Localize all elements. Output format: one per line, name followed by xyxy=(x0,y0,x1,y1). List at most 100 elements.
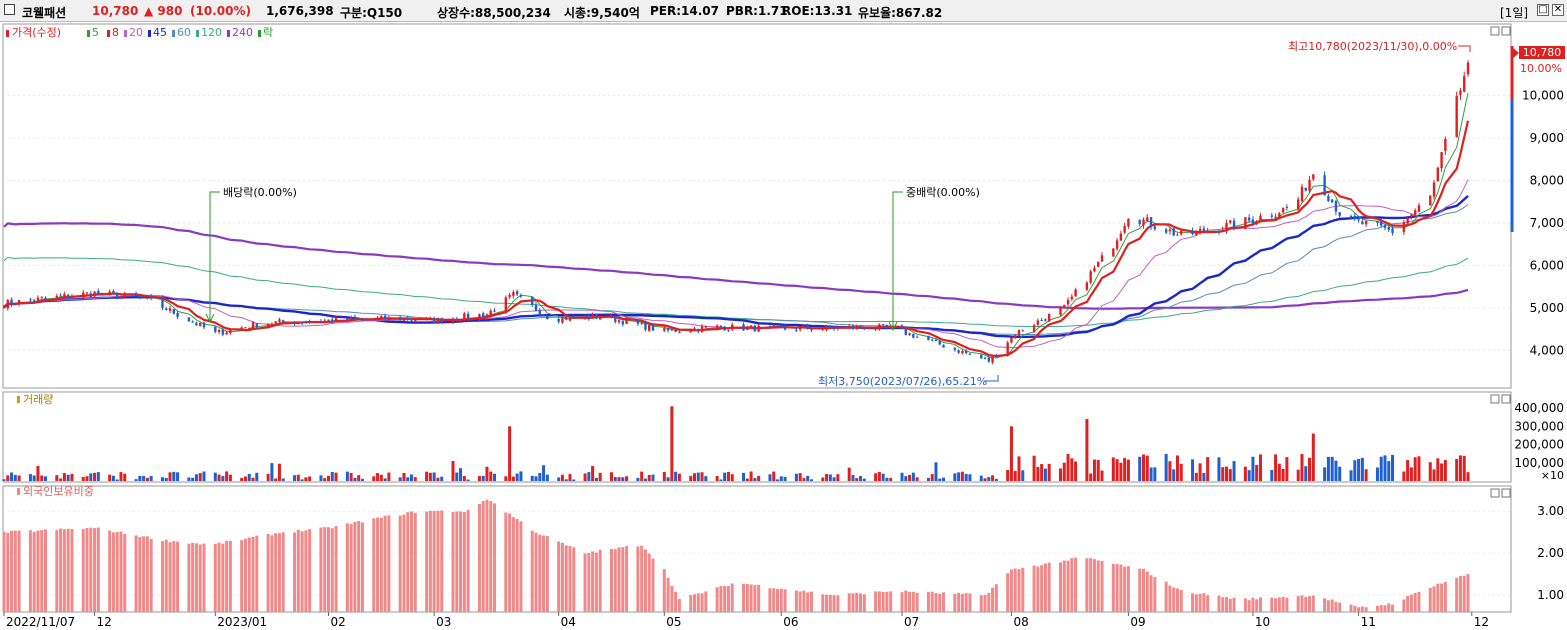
foreign-ratio-bar xyxy=(85,527,89,612)
dividend-label: 배당락(0.00%) xyxy=(223,186,297,199)
foreign-ratio-bar xyxy=(134,535,138,612)
volume-bar xyxy=(96,472,100,481)
foreign-ratio-bar xyxy=(1074,557,1078,612)
foreign-ratio-bar xyxy=(353,521,357,612)
candle-body xyxy=(1361,221,1364,225)
candle-body xyxy=(489,310,492,316)
volume-bar xyxy=(1032,455,1036,481)
foreign-ratio-bar xyxy=(776,589,780,612)
candle-body xyxy=(251,322,255,329)
volume-bar xyxy=(991,475,995,481)
candle-body xyxy=(1323,175,1326,196)
foreign-ratio-bar xyxy=(794,590,798,612)
volume-bar xyxy=(1191,459,1195,481)
foreign-ratio-bar xyxy=(360,522,364,612)
candle-body xyxy=(1270,215,1273,217)
foreign-tick-label: 2.00 xyxy=(1537,546,1564,560)
candle-body xyxy=(568,315,572,321)
foreign-panel-restore-button xyxy=(1490,488,1500,498)
foreign-ratio-bar xyxy=(1175,588,1179,612)
volume-bar xyxy=(1258,454,1262,481)
candle-body xyxy=(63,294,66,297)
foreign-ratio-bar xyxy=(1221,597,1225,612)
candle-body xyxy=(534,304,538,311)
foreign-ratio-bar xyxy=(1432,586,1436,612)
candle-body xyxy=(1312,174,1315,180)
candle-body xyxy=(1406,217,1409,224)
candle-body xyxy=(519,295,523,297)
foreign-ratio-bar xyxy=(753,585,757,612)
volume-bar xyxy=(851,474,855,481)
candle-body xyxy=(689,331,692,333)
candle-body xyxy=(274,321,277,323)
candle-body xyxy=(1455,95,1458,137)
stock-name[interactable]: 코웰패션 xyxy=(22,6,67,20)
volume-bar xyxy=(202,471,206,481)
candle-body xyxy=(1278,213,1281,218)
volume-legend: 거래량 xyxy=(17,393,53,406)
volume-bar xyxy=(1406,460,1410,481)
candle-body xyxy=(1217,231,1221,233)
candle-body xyxy=(176,312,179,317)
volume-bar xyxy=(376,473,380,481)
candle-body xyxy=(836,326,840,329)
stock-checkbox[interactable] xyxy=(4,4,15,15)
candle-body xyxy=(968,353,972,355)
volume-bar xyxy=(334,472,338,481)
foreign-ratio-bar xyxy=(1123,566,1127,612)
volume-bar xyxy=(387,472,391,481)
candle-body xyxy=(406,317,409,320)
candle-body xyxy=(1429,195,1432,206)
candle-body xyxy=(908,333,911,335)
volume-bar xyxy=(217,474,221,481)
volume-bar xyxy=(402,472,406,481)
candle-body xyxy=(825,325,828,330)
foreign-ratio-bar xyxy=(772,588,776,612)
candle-body xyxy=(161,297,164,308)
candle-body xyxy=(331,319,334,323)
legend-ma45: 45 xyxy=(153,26,167,39)
maximize-button[interactable]: □ xyxy=(1537,4,1549,16)
candle-body xyxy=(851,325,855,329)
candle-body xyxy=(187,317,191,322)
foreign-ratio-bar xyxy=(1330,599,1334,612)
foreign-ratio-bar xyxy=(436,510,440,612)
x-tick-label: 06 xyxy=(783,615,798,629)
foreign-ratio-bar xyxy=(519,521,523,612)
candle-body xyxy=(806,325,809,330)
volume-panel-close-button xyxy=(1501,394,1511,404)
volume-bar xyxy=(1311,433,1315,481)
period-selector[interactable]: [1일] xyxy=(1500,6,1529,20)
volume-bar xyxy=(1123,458,1127,481)
volume-bar xyxy=(489,471,493,481)
foreign-ratio-bar xyxy=(1466,574,1470,612)
volume-bar xyxy=(874,473,878,481)
foreign-ratio-bar xyxy=(987,592,991,612)
volume-bar xyxy=(145,477,149,481)
price-tick-label: 6,000 xyxy=(1530,258,1564,272)
volume-bar xyxy=(1428,462,1432,481)
candle-body xyxy=(304,322,308,324)
price-tick-label: 7,000 xyxy=(1530,216,1564,230)
candle-body xyxy=(542,314,545,316)
candle-body xyxy=(1297,199,1300,210)
volume-bar xyxy=(911,472,915,481)
candle-body xyxy=(85,292,89,294)
volume-bar xyxy=(617,477,621,481)
volume-bar xyxy=(138,475,142,481)
candle-body xyxy=(723,326,726,331)
candle-body xyxy=(97,291,100,294)
foreign-ratio-bar xyxy=(1228,598,1232,612)
foreign-ratio-bar xyxy=(425,511,429,612)
volume-bar xyxy=(383,478,387,481)
volume-bar xyxy=(877,471,881,481)
foreign-ratio-bar xyxy=(908,591,912,612)
foreign-ratio-bar xyxy=(1270,597,1274,612)
volume-bar xyxy=(398,477,402,481)
foreign-ratio-bar xyxy=(176,541,180,612)
current-price-arrow xyxy=(1512,47,1519,59)
candle-body xyxy=(859,326,862,328)
foreign-ratio-bar xyxy=(387,515,391,612)
candle-body xyxy=(40,297,43,299)
close-button[interactable]: ✕ xyxy=(1552,4,1564,16)
